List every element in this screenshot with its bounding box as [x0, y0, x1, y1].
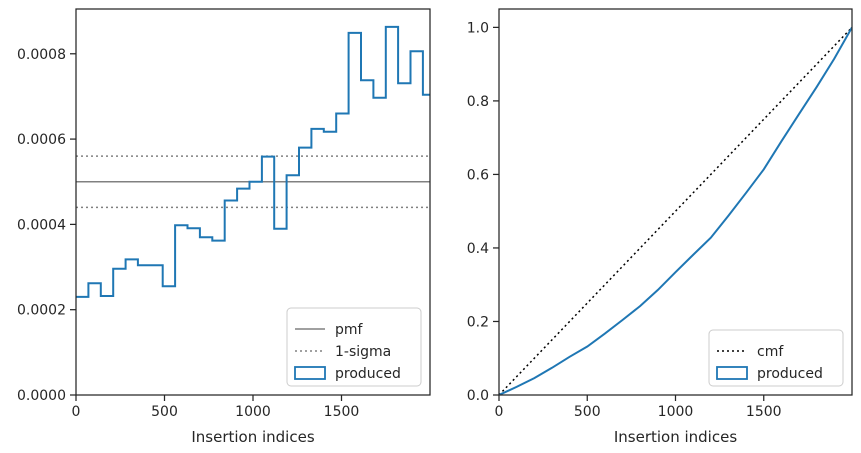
- legend-label-produced: produced: [335, 366, 401, 382]
- x-tick-label: 0: [72, 404, 81, 420]
- x-tick-label: 1000: [658, 404, 694, 420]
- y-tick-label: 0.2: [467, 314, 489, 330]
- y-tick-label: 0.0002: [17, 303, 66, 319]
- series-produced-line: [499, 26, 852, 395]
- plot-area: [499, 26, 852, 395]
- y-tick-label: 0.0: [467, 388, 489, 404]
- legend-swatch-produced: [716, 366, 748, 380]
- y-tick-label: 1.0: [467, 20, 489, 36]
- legend-label-pmf: pmf: [335, 322, 364, 338]
- y-tick-label: 0.8: [467, 94, 489, 110]
- legend: pmf 1-sigma produced: [286, 307, 422, 387]
- left-histogram-panel: 0 500 1000 1500 0.0000 0.0002 0.0004 0.0006 0.00…: [17, 8, 431, 446]
- y-tick-label: 0.0008: [17, 47, 66, 63]
- series-produced-line: [76, 25, 430, 298]
- plot-area: [76, 25, 430, 298]
- y-tick-label: 0.4: [467, 241, 489, 257]
- x-tick-label: 1500: [746, 404, 782, 420]
- x-tick-label: 1000: [235, 404, 271, 420]
- x-tick-label: 500: [151, 404, 178, 420]
- legend-box: [708, 329, 844, 387]
- y-tick-label: 0.6: [467, 167, 489, 183]
- y-tick-label: 0.0006: [17, 132, 66, 148]
- y-tick-label: 0.0004: [17, 217, 66, 233]
- legend-swatch-produced: [294, 366, 326, 380]
- x-tick-label: 1500: [324, 404, 360, 420]
- legend-label-cmf: cmf: [757, 344, 784, 360]
- x-tick-label: 0: [495, 404, 504, 420]
- y-tick-label: 0.0000: [17, 388, 66, 404]
- x-axis-label: Insertion indices: [614, 428, 737, 446]
- legend: cmf produced: [708, 329, 844, 387]
- x-tick-label: 500: [574, 404, 601, 420]
- right-cumulative-panel: 0 500 1000 1500 0.0 0.2 0.4 0.6 0.8 1.0 Insertion …: [467, 8, 853, 446]
- legend-label-1-sigma: 1-sigma: [335, 344, 391, 360]
- x-axis-label: Insertion indices: [191, 428, 314, 446]
- legend-label-produced: produced: [757, 366, 823, 382]
